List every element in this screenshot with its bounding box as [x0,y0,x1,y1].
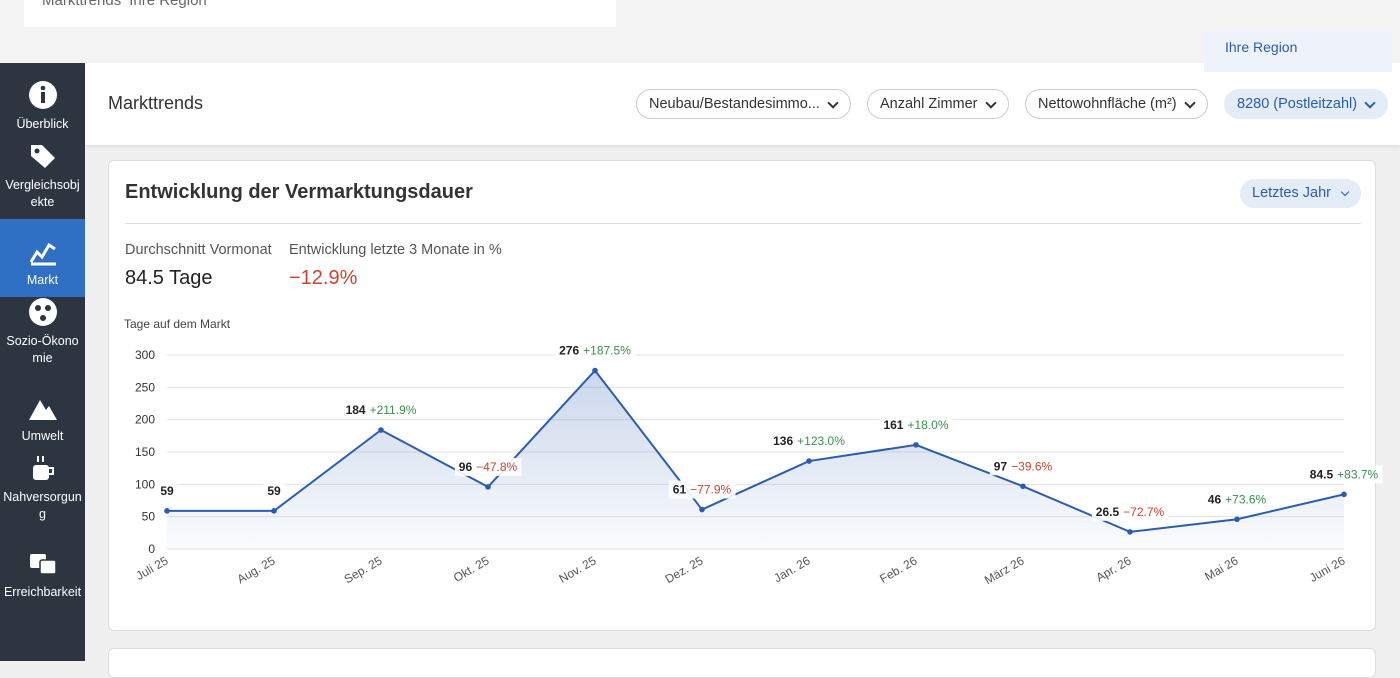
divider [125,223,1361,224]
nav-label: Überblick [16,117,69,131]
filter[interactable]: 8280 (Postleitzahl) [1224,89,1389,119]
nav-label: Nahversorgung [3,490,82,521]
stat-label: Entwicklung letzte 3 Monate in % [289,242,502,258]
stat-value: 84.5 Tage [125,267,213,289]
nav-icon [28,400,57,420]
nav-item[interactable]: Vergleichsobjekte [0,141,85,219]
nav-item[interactable]: Sozio-Ökonomie [0,297,85,375]
card-title: Entwicklung der Vermarktungsdauer [125,181,473,203]
card: Entwicklung der Vermarktungsdauer Letzte… [108,160,1376,631]
crumb[interactable]: Markttrends [42,0,122,9]
header: Markttrends Neubau/Bestandesimmo... Anzah… [85,63,1400,145]
nav-icon [30,145,55,168]
filter[interactable]: Neubau/Bestandesimmo... [636,89,851,119]
page: Markttrends Ihre Region Ihre Region Überb… [0,0,1400,661]
nav-icon [28,298,57,326]
stat-label: Durchschnitt Vormonat [125,242,272,258]
nav-icon [28,81,57,109]
nav-icon [29,242,56,266]
period-button[interactable]: Letztes Jahr [1240,179,1361,208]
nav-item[interactable]: Markt [0,219,85,297]
sidebar: Überblick Vergleichsobjekte Markt Sozio-Öko… [0,63,85,661]
crumb[interactable]: Ihre Region [129,0,207,9]
nav-label: Erreichbarkeit [3,585,82,599]
nav-label: Sozio-Ökonomie [6,334,79,365]
stat: Durchschnitt Vormonat 84.5 Tage [125,242,272,290]
filter[interactable]: Anzahl Zimmer [867,89,1009,119]
stat: Entwicklung letzte 3 Monate in % −12.9% [289,242,502,290]
nav-label: Umwelt [21,429,64,443]
stat-value: −12.9% [289,267,358,289]
nav-item[interactable]: Nahversorgung [0,453,85,531]
nav-label: Markt [26,273,59,287]
nav-icon [29,554,57,575]
nav-icon [32,456,54,480]
filter[interactable]: Nettowohnfläche (m²) [1025,89,1208,119]
breadcrumb: Markttrends Ihre Region [24,0,616,27]
nav-item[interactable]: Umwelt [0,375,85,453]
nav-item[interactable]: Überblick [0,63,85,141]
header-title: Markttrends [108,93,204,113]
nav-label: Vergleichsobjekte [5,178,80,209]
nav-item[interactable]: Erreichbarkeit [0,531,85,609]
region-popup[interactable]: Ihre Region [1204,30,1392,72]
top-bar: Markttrends Ihre Region [0,0,1400,63]
card [108,648,1376,678]
